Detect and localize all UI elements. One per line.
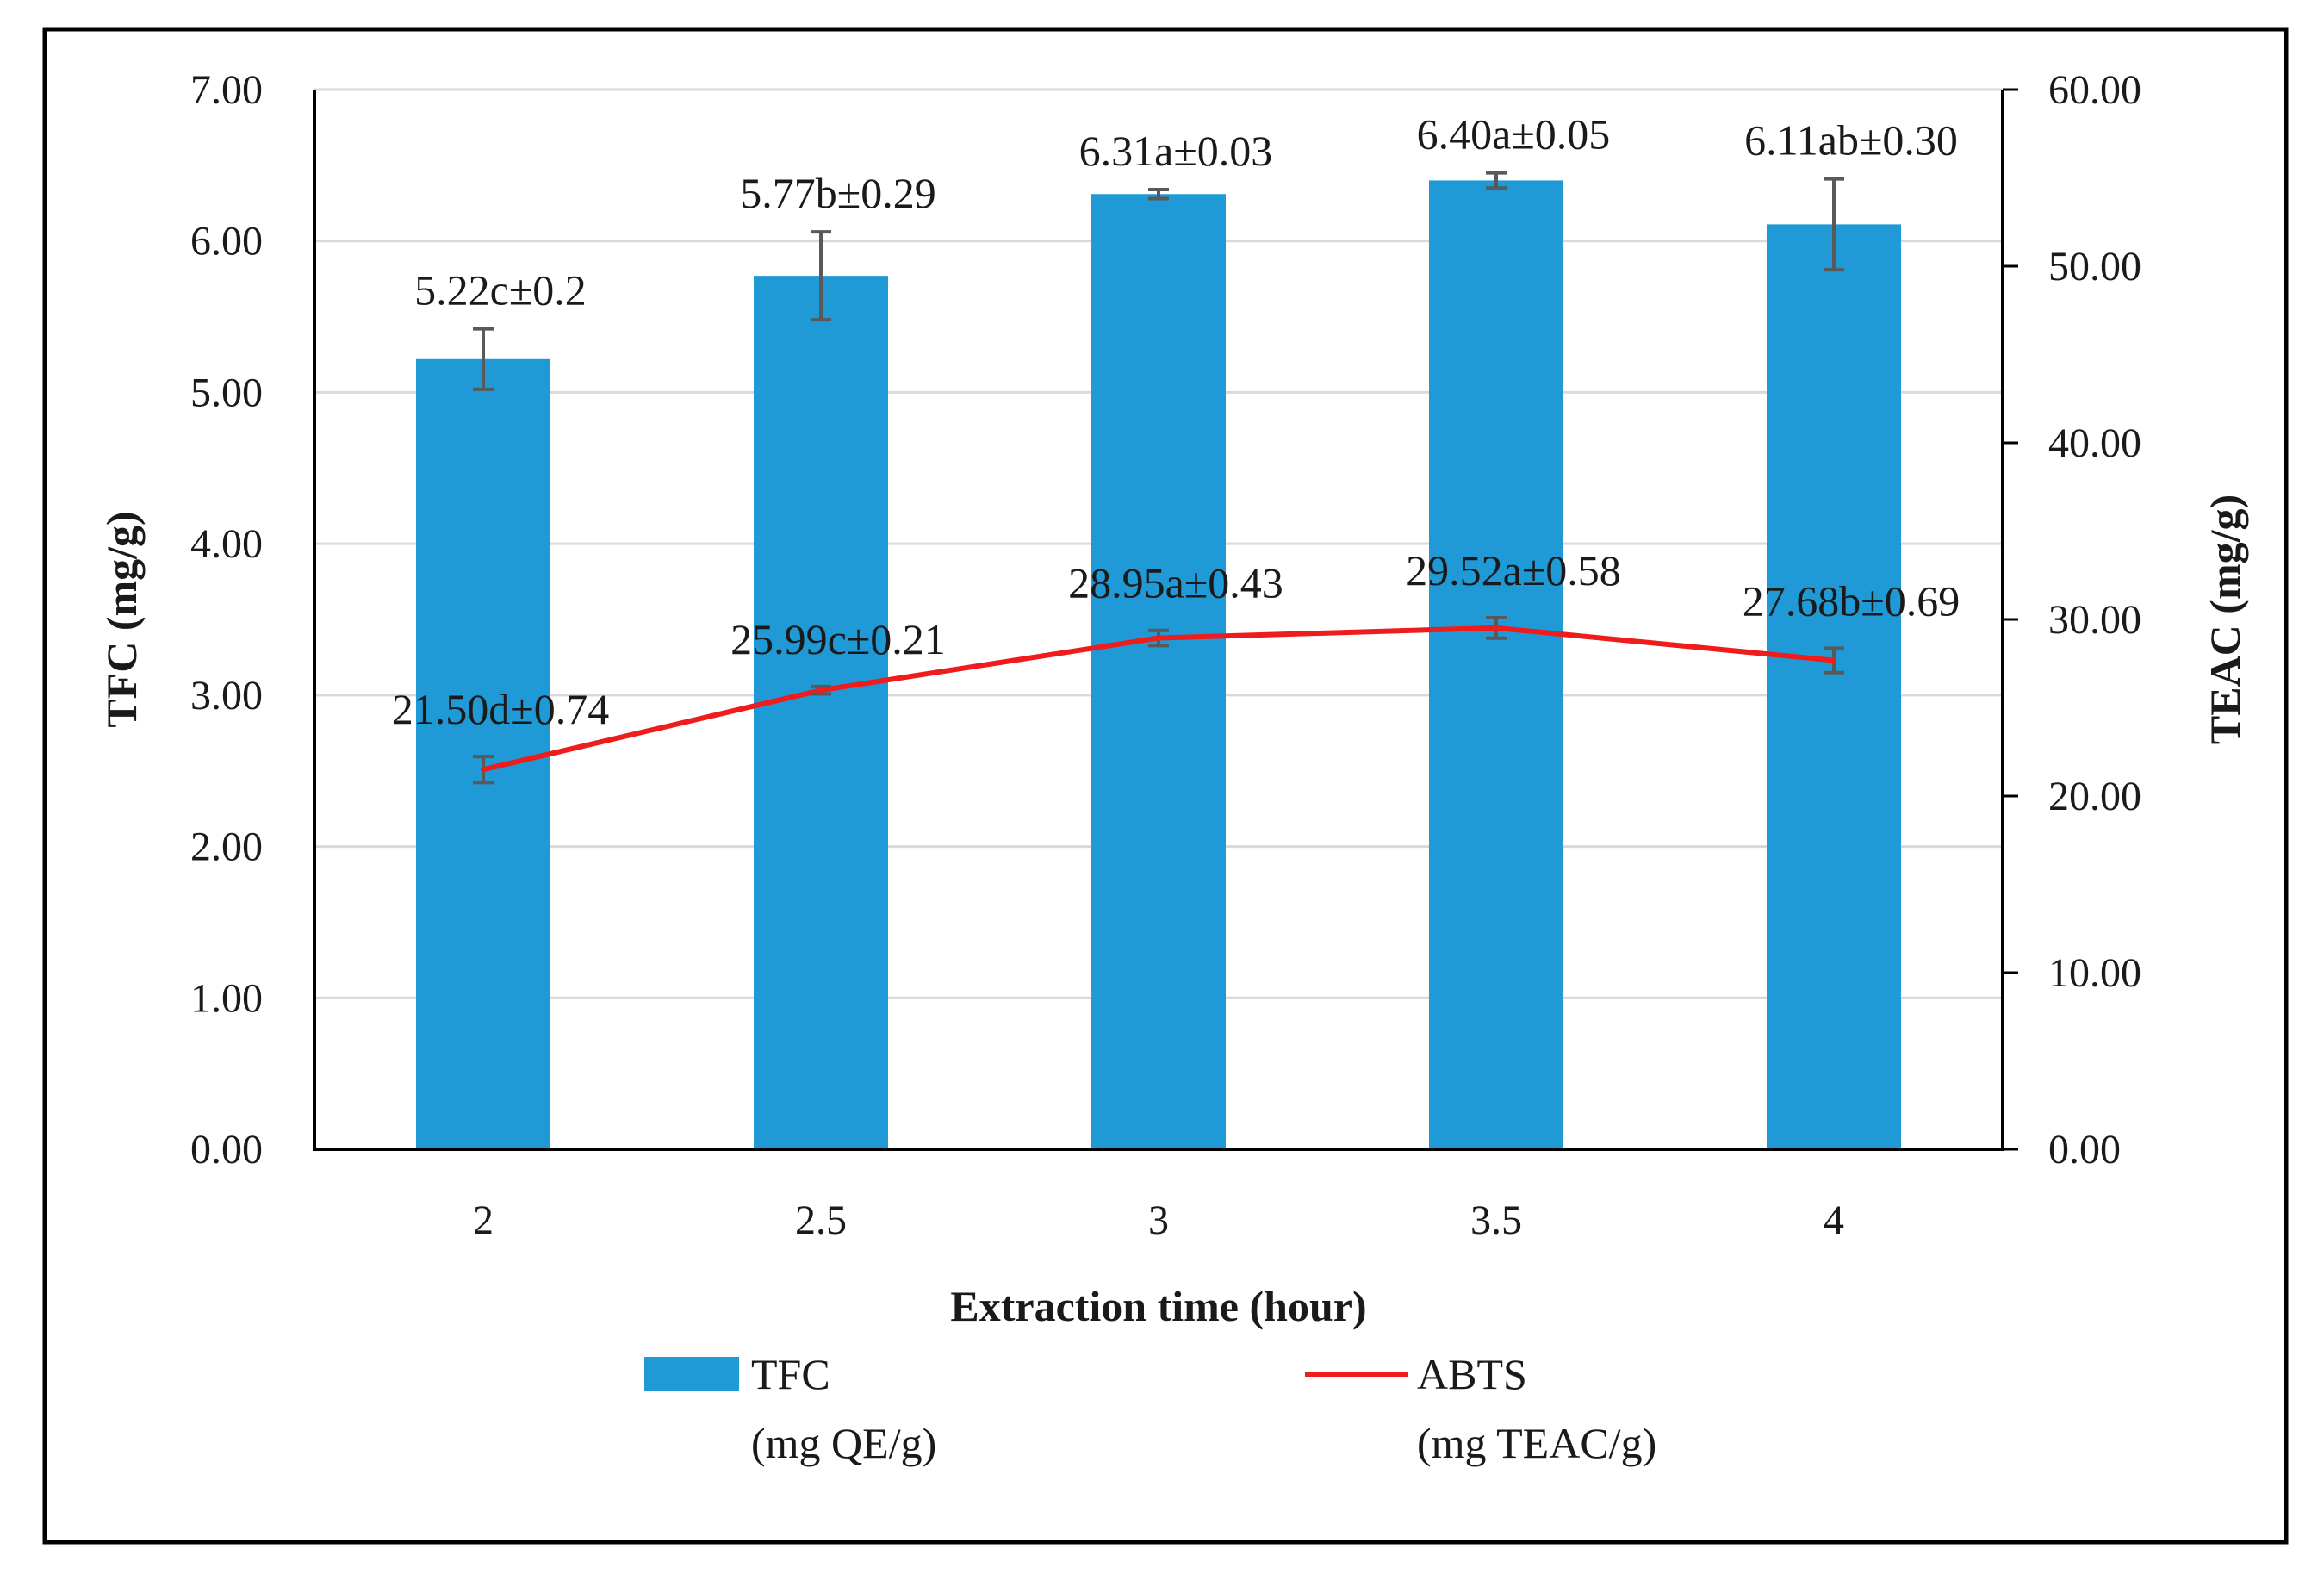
abts-line-group: [473, 615, 1844, 785]
tfc-bar: [1429, 180, 1563, 1149]
y-left-tick-label: 1.00: [190, 975, 263, 1021]
abts-point: [1831, 657, 1836, 663]
y-right-tick-label: 20.00: [2048, 774, 2141, 819]
abts-data-label: 27.68b±0.69: [1743, 576, 1960, 625]
abts-data-label: 29.52a±0.58: [1406, 546, 1621, 594]
y-right-tick-label: 0.00: [2048, 1127, 2121, 1173]
y-axis-left-title: TFC (mg/g): [97, 511, 146, 727]
legend-abts-name: ABTS: [1417, 1350, 1527, 1398]
tick-labels: 0.00 1.00 2.00 3.00 4.00 5.00 6.00 7.00 0.00 10.0…: [190, 67, 2141, 1243]
y-right-tick-label: 30.00: [2048, 597, 2141, 643]
abts-point: [1494, 625, 1499, 631]
abts-data-label: 25.99c±0.21: [730, 615, 946, 663]
x-tick-label: 3.5: [1470, 1198, 1522, 1243]
legend-tfc-swatch: [644, 1357, 739, 1391]
legend-tfc-name: TFC: [751, 1350, 830, 1398]
legend-abts-unit: (mg TEAC/g): [1417, 1419, 1656, 1467]
abts-point: [1156, 635, 1161, 641]
abts-data-label: 28.95a±0.43: [1068, 559, 1283, 607]
tfc-data-label: 6.40a±0.05: [1417, 110, 1611, 159]
x-tick-label: 2: [473, 1198, 494, 1243]
x-tick-label: 2.5: [795, 1198, 847, 1243]
y-right-tick-label: 60.00: [2048, 67, 2141, 113]
y-right-tick-label: 50.00: [2048, 244, 2141, 289]
tfc-bars: [416, 171, 1901, 1150]
y-axis-right-title: TEAC (mg/g): [2201, 495, 2249, 744]
tfc-bar: [1091, 194, 1226, 1149]
y-right-tick-label: 40.00: [2048, 420, 2141, 466]
x-tick-label: 4: [1824, 1198, 1844, 1243]
y-left-tick-label: 6.00: [190, 219, 263, 264]
abts-point: [818, 687, 823, 694]
tfc-data-label: 6.31a±0.03: [1079, 127, 1273, 175]
y-left-tick-label: 3.00: [190, 673, 263, 719]
y-left-tick-label: 0.00: [190, 1127, 263, 1173]
abts-point: [481, 767, 486, 773]
x-axis-title: Extraction time (hour): [950, 1282, 1366, 1330]
tfc-data-label: 6.11ab±0.30: [1744, 116, 1958, 165]
y-left-tick-label: 7.00: [190, 67, 263, 113]
tfc-data-label: 5.22c±0.2: [414, 266, 587, 314]
tfc-data-label: 5.77b±0.29: [740, 169, 935, 217]
tfc-bar: [754, 276, 888, 1150]
tfc-bar: [1767, 224, 1901, 1149]
y-left-tick-label: 4.00: [190, 521, 263, 567]
y-left-tick-label: 2.00: [190, 824, 263, 870]
tfc-bar: [416, 358, 550, 1149]
y-left-tick-label: 5.00: [190, 370, 263, 415]
legend-tfc-unit: (mg QE/g): [751, 1419, 936, 1467]
abts-data-label: 21.50d±0.74: [392, 685, 609, 733]
x-tick-label: 3: [1148, 1198, 1169, 1243]
data-labels: 5.22c±0.2 5.77b±0.29 6.31a±0.03 6.40a±0.05 6…: [392, 110, 1960, 733]
y-right-tick-label: 10.00: [2048, 950, 2141, 996]
legend: TFC (mg QE/g) ABTS (mg TEAC/g): [644, 1350, 1656, 1467]
